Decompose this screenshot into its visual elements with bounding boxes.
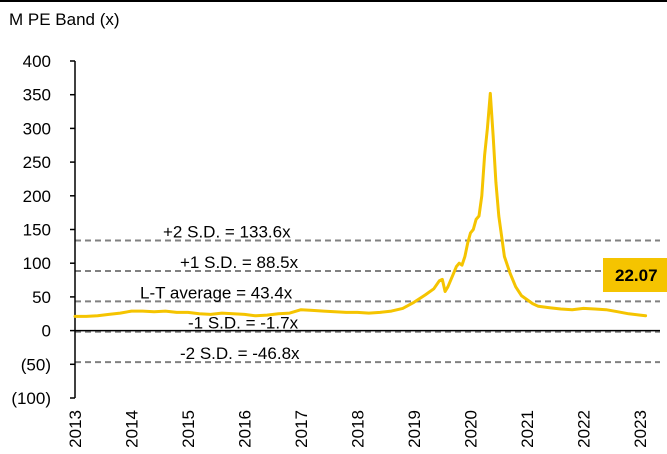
- y-tick-label: 50: [32, 288, 51, 307]
- top-rule: [0, 0, 667, 2]
- x-tick-label: 2019: [405, 410, 424, 448]
- x-tick-label: 2013: [66, 410, 85, 448]
- band-label: +1 S.D. = 88.5x: [180, 253, 299, 272]
- band-label: -1 S.D. = -1.7x: [188, 314, 299, 333]
- y-tick-label: 300: [23, 119, 51, 138]
- x-tick-label: 2015: [179, 410, 198, 448]
- y-tick-label: 200: [23, 187, 51, 206]
- band-label: +2 S.D. = 133.6x: [163, 223, 291, 242]
- x-tick-label: 2014: [123, 410, 142, 448]
- latest-value-label: 22.07: [615, 266, 658, 285]
- x-tick-label: 2023: [631, 410, 650, 448]
- y-tick-label: 250: [23, 153, 51, 172]
- y-tick-label: 350: [23, 86, 51, 105]
- y-tick-label: 0: [42, 322, 51, 341]
- latest-value-box: [603, 258, 667, 292]
- x-tick-label: 2020: [462, 410, 481, 448]
- y-tick-label: (50): [21, 355, 51, 374]
- x-tick-label: 2017: [292, 410, 311, 448]
- pe-series-line: [73, 91, 648, 318]
- y-tick-label: 100: [23, 254, 51, 273]
- x-tick-label: 2018: [349, 410, 368, 448]
- band-label: L-T average = 43.4x: [140, 283, 293, 302]
- x-tick-label: 2022: [575, 410, 594, 448]
- chart-title: M PE Band (x): [9, 10, 120, 29]
- x-tick-label: 2021: [518, 410, 537, 448]
- y-tick-label: 400: [23, 52, 51, 71]
- y-tick-label: 150: [23, 221, 51, 240]
- x-tick-label: 2016: [236, 410, 255, 448]
- band-label: -2 S.D. = -46.8x: [180, 344, 300, 363]
- y-tick-label: (100): [11, 389, 51, 408]
